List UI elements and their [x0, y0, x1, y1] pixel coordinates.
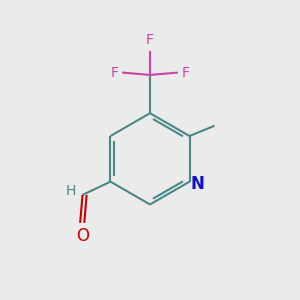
- Text: F: F: [110, 66, 118, 80]
- Text: F: F: [146, 33, 154, 47]
- Text: O: O: [76, 227, 89, 245]
- Text: N: N: [191, 175, 205, 193]
- Text: F: F: [182, 66, 190, 80]
- Text: H: H: [66, 184, 76, 198]
